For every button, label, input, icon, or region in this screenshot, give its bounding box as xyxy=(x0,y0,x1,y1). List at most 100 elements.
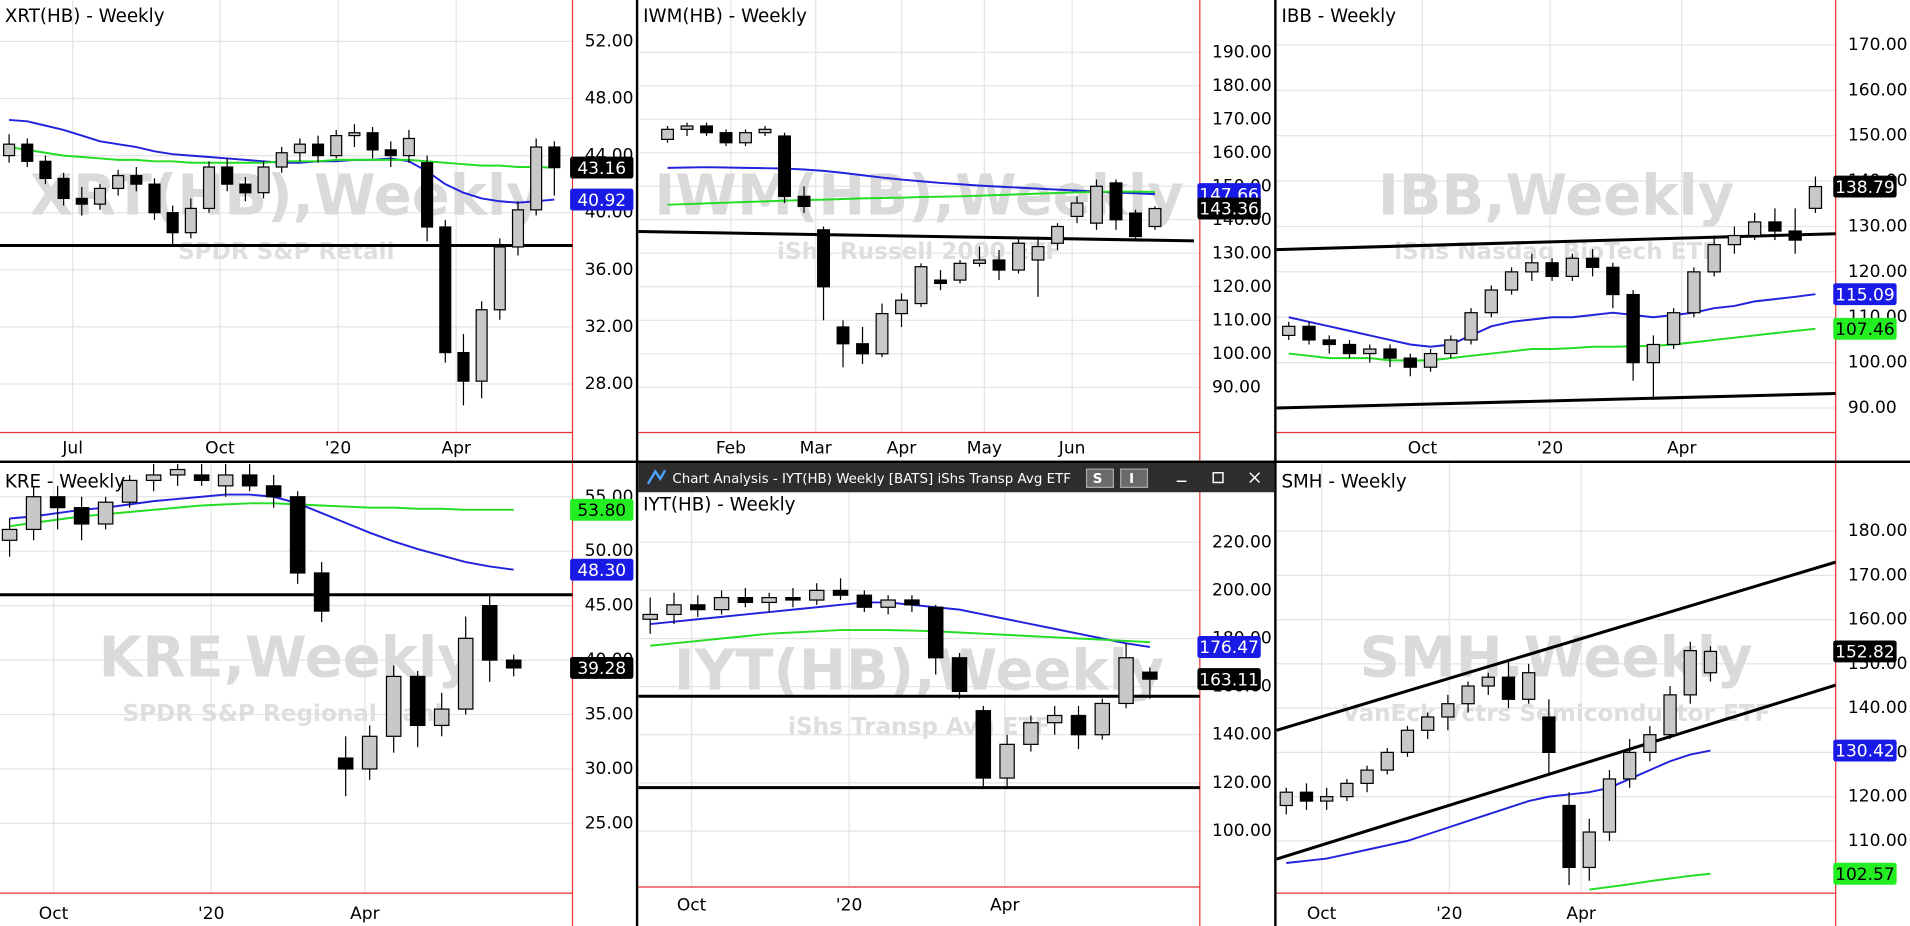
candle-body xyxy=(1023,722,1039,745)
candle-body xyxy=(1322,339,1336,346)
candle-body xyxy=(57,177,70,200)
y-tick-label: 25.00 xyxy=(585,813,634,833)
x-tick-label: '20 xyxy=(1436,904,1462,924)
window-button[interactable] xyxy=(1120,468,1149,488)
candle-body xyxy=(148,183,161,214)
y-tick-label: 200.00 xyxy=(1212,580,1272,600)
moving-average xyxy=(650,629,1150,647)
candle-body xyxy=(361,735,378,770)
candle-body xyxy=(1643,734,1657,753)
trend-line xyxy=(1276,683,1836,861)
candle-body xyxy=(202,166,216,210)
y-tick-label: 120.00 xyxy=(1848,787,1908,807)
candle-body xyxy=(421,162,434,228)
candle-body xyxy=(121,479,138,503)
candle-body xyxy=(778,135,791,197)
y-tick-label: 130.00 xyxy=(1212,243,1272,263)
candle-body xyxy=(221,166,234,185)
candle-body xyxy=(1342,343,1357,355)
panel xyxy=(1276,0,1910,461)
chart-title: KRE - Weekly xyxy=(5,471,126,492)
y-tick-label: 52.00 xyxy=(585,31,634,51)
price-label: 48.30 xyxy=(577,561,626,581)
y-tick-label: 100.00 xyxy=(1212,821,1272,841)
price-label-box xyxy=(570,188,634,211)
watermark: XRT(HB),Weekly xyxy=(30,164,543,229)
candle-body xyxy=(511,209,525,248)
x-tick-label: Mar xyxy=(800,438,833,458)
y-tick-label: 180.00 xyxy=(1848,521,1908,541)
price-label-box xyxy=(1833,317,1897,340)
candle-body xyxy=(1320,796,1334,802)
price-label: 53.80 xyxy=(577,501,626,521)
candle-body xyxy=(1421,716,1435,731)
y-tick-label: 160.00 xyxy=(1848,80,1908,100)
candle-body xyxy=(239,183,252,194)
candle-body xyxy=(439,226,452,354)
candle-body xyxy=(973,259,986,264)
candle-body xyxy=(3,143,16,157)
moving-average xyxy=(667,166,1156,196)
candle-body xyxy=(1,528,18,541)
candle-body xyxy=(1142,671,1158,680)
candle-body xyxy=(856,594,873,608)
candle-body xyxy=(73,507,90,525)
candle-body xyxy=(548,146,561,169)
x-tick-label: Apr xyxy=(887,438,917,458)
candle-body xyxy=(112,174,125,190)
price-label-box xyxy=(1197,197,1261,220)
price-label: 115.09 xyxy=(1835,285,1895,305)
trend-line xyxy=(1276,560,1836,732)
y-tick-label: 100.00 xyxy=(1212,344,1272,364)
candle-body xyxy=(739,132,752,144)
candle-body xyxy=(1383,348,1397,359)
price-label: 130.42 xyxy=(1835,742,1895,762)
candle-body xyxy=(690,604,706,611)
price-label: 40.92 xyxy=(577,191,626,211)
y-tick-label: 160.00 xyxy=(1212,143,1272,163)
y-tick-label: 140.00 xyxy=(1848,698,1908,718)
candle-body xyxy=(289,496,306,574)
x-tick-label: Apr xyxy=(1566,904,1596,924)
window-button-label[interactable]: I xyxy=(1129,472,1134,487)
y-tick-label: 120.00 xyxy=(1848,262,1908,282)
candle-body xyxy=(1663,694,1677,736)
candle-body xyxy=(457,351,470,382)
candle-body xyxy=(895,299,908,315)
candle-body xyxy=(1012,242,1025,271)
candle-body xyxy=(1363,348,1377,355)
moving-average xyxy=(650,601,1151,648)
panel xyxy=(638,0,1275,461)
plot xyxy=(1276,560,1836,891)
price-label-box xyxy=(1833,175,1897,198)
candle-body xyxy=(1565,257,1580,278)
candle-body xyxy=(680,125,694,130)
maximize-button[interactable] xyxy=(1212,472,1224,484)
candle-body xyxy=(313,572,330,612)
candle-body xyxy=(433,708,450,727)
candle-body xyxy=(832,589,849,596)
candle-body xyxy=(1687,271,1701,314)
candle-body xyxy=(257,166,270,194)
moving-average xyxy=(1288,327,1816,362)
candle-body xyxy=(1606,266,1620,296)
y-tick-label: 32.00 xyxy=(585,317,634,337)
window-button[interactable] xyxy=(1085,468,1114,488)
candle-body xyxy=(1788,230,1802,241)
candle-body xyxy=(992,259,1006,271)
candle-body xyxy=(927,606,944,659)
y-tick-label: 130.00 xyxy=(1848,216,1908,236)
candle-body xyxy=(836,326,850,345)
close-button[interactable] xyxy=(1249,472,1261,484)
candle-body xyxy=(1051,225,1064,244)
price-label-box xyxy=(570,558,634,581)
window-title: Chart Analysis - IYT(HB) Weekly [BATS] i… xyxy=(672,472,1071,487)
candle-body xyxy=(1626,293,1640,364)
candle-body xyxy=(1090,185,1103,224)
price-label: 152.82 xyxy=(1835,643,1895,663)
chart-title: IWM(HB) - Weekly xyxy=(643,6,807,27)
window-button-label[interactable]: S xyxy=(1093,472,1103,487)
candle-body xyxy=(1282,325,1296,337)
x-tick-label: Feb xyxy=(716,438,746,458)
